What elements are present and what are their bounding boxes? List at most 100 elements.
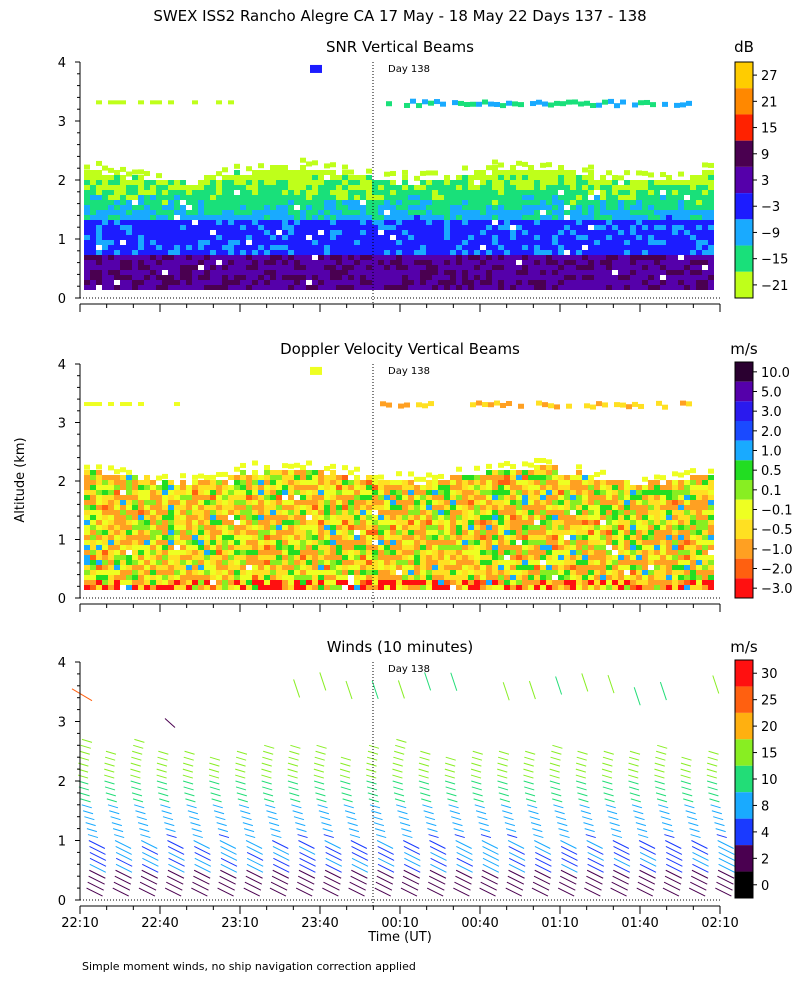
cell — [528, 185, 534, 190]
cell — [210, 220, 216, 225]
cell — [678, 180, 684, 185]
cell — [372, 570, 378, 575]
cell — [510, 560, 516, 565]
cell — [162, 505, 168, 510]
cell — [510, 535, 516, 540]
cell — [510, 520, 516, 525]
cell — [156, 225, 162, 230]
cell — [612, 230, 618, 235]
cell — [234, 285, 240, 290]
cell — [522, 220, 528, 225]
cell — [600, 500, 606, 505]
cell — [456, 560, 462, 565]
cell — [642, 530, 648, 535]
cell — [324, 515, 330, 520]
cell — [108, 570, 114, 575]
cell — [552, 185, 558, 190]
cell — [552, 220, 558, 225]
cell — [594, 530, 600, 535]
cell — [498, 240, 504, 245]
cell — [144, 525, 150, 530]
cell — [570, 275, 576, 280]
cell — [258, 215, 264, 220]
cell — [222, 535, 228, 540]
cell — [500, 103, 506, 109]
cell — [318, 530, 324, 535]
cell — [120, 485, 126, 490]
cell — [156, 210, 162, 215]
cell — [342, 230, 348, 235]
cell — [648, 250, 654, 255]
cell — [390, 245, 396, 250]
cell — [324, 565, 330, 570]
cell — [678, 200, 684, 205]
cell — [366, 490, 372, 495]
cell — [252, 545, 258, 550]
cell — [102, 200, 108, 205]
cell — [156, 580, 162, 585]
cell — [282, 555, 288, 560]
cell — [180, 255, 186, 260]
cell — [636, 270, 642, 275]
cell — [606, 560, 612, 565]
cell — [84, 260, 90, 265]
cell — [468, 485, 474, 490]
cell — [216, 570, 222, 575]
cell — [618, 245, 624, 250]
cell — [264, 540, 270, 545]
cell — [150, 490, 156, 495]
cell — [120, 245, 126, 250]
cell — [294, 515, 300, 520]
cell — [624, 245, 630, 250]
cell — [432, 570, 438, 575]
cell — [144, 215, 150, 220]
cell — [138, 495, 144, 500]
cell — [156, 505, 162, 510]
cell — [210, 555, 216, 560]
cell — [450, 225, 456, 230]
cell — [252, 205, 258, 210]
cell — [402, 190, 408, 195]
cell — [522, 540, 528, 545]
cell — [270, 535, 276, 540]
cell — [138, 485, 144, 490]
cell — [330, 525, 336, 530]
cell — [324, 170, 330, 175]
cell — [708, 190, 714, 195]
cell — [132, 520, 138, 525]
cell — [624, 585, 630, 590]
cell — [228, 270, 234, 275]
cell — [114, 275, 120, 280]
cell — [504, 461, 510, 467]
cell — [432, 190, 438, 195]
cell — [630, 200, 636, 205]
cell — [252, 550, 258, 555]
cell — [606, 265, 612, 270]
cell — [600, 480, 606, 485]
cell — [204, 540, 210, 545]
cell — [672, 275, 678, 280]
cell — [510, 230, 516, 235]
cell — [486, 490, 492, 495]
cell — [450, 215, 456, 220]
cell — [354, 555, 360, 560]
cell — [102, 235, 108, 240]
colorbar-label: 21 — [761, 95, 778, 110]
cell — [642, 520, 648, 525]
cell — [120, 535, 126, 540]
cell — [348, 520, 354, 525]
cell — [558, 195, 564, 200]
cell — [126, 245, 132, 250]
cell — [174, 260, 180, 265]
cell — [288, 530, 294, 535]
cell — [492, 245, 498, 250]
cell — [228, 560, 234, 565]
cell — [558, 525, 564, 530]
cell — [204, 510, 210, 515]
cell — [198, 280, 204, 285]
cell — [294, 250, 300, 255]
cell — [228, 230, 234, 235]
cell — [180, 220, 186, 225]
cell — [456, 275, 462, 280]
cell — [474, 490, 480, 495]
